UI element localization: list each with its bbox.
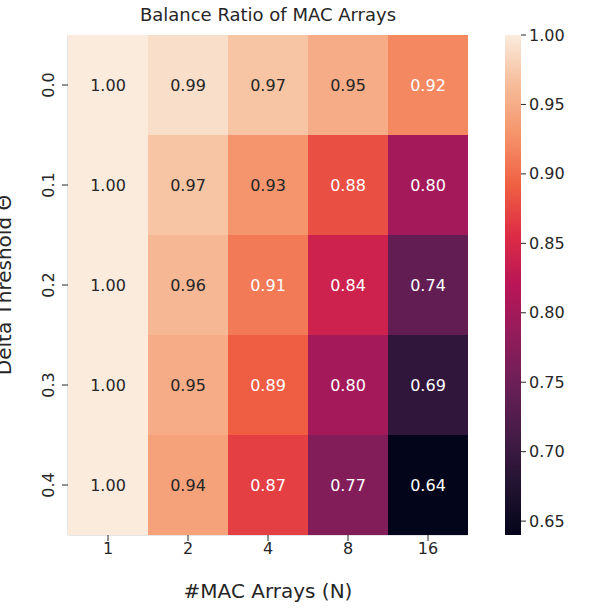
svg-text:1.00: 1.00 — [90, 176, 126, 195]
svg-text:0.74: 0.74 — [410, 276, 446, 295]
svg-text:#MAC Arrays (N): #MAC Arrays (N) — [184, 579, 353, 603]
svg-text:2: 2 — [183, 539, 193, 558]
svg-text:0.2: 0.2 — [39, 272, 58, 297]
svg-text:0.95: 0.95 — [529, 95, 565, 114]
svg-text:1: 1 — [103, 539, 113, 558]
svg-text:0.75: 0.75 — [529, 373, 565, 392]
svg-text:0.88: 0.88 — [330, 176, 366, 195]
svg-text:0.0: 0.0 — [39, 72, 58, 97]
svg-text:0.90: 0.90 — [529, 164, 565, 183]
svg-text:16: 16 — [418, 539, 438, 558]
svg-text:0.93: 0.93 — [250, 176, 286, 195]
svg-text:0.70: 0.70 — [529, 442, 565, 461]
svg-text:1.00: 1.00 — [90, 276, 126, 295]
svg-text:0.97: 0.97 — [250, 76, 286, 95]
svg-text:8: 8 — [343, 539, 353, 558]
svg-text:0.92: 0.92 — [410, 76, 446, 95]
svg-text:0.77: 0.77 — [330, 476, 366, 495]
svg-text:0.95: 0.95 — [170, 376, 206, 395]
svg-text:0.64: 0.64 — [410, 476, 446, 495]
svg-text:0.99: 0.99 — [170, 76, 206, 95]
svg-text:0.91: 0.91 — [250, 276, 286, 295]
svg-text:1.00: 1.00 — [90, 376, 126, 395]
svg-text:0.65: 0.65 — [529, 512, 565, 531]
svg-text:0.3: 0.3 — [39, 372, 58, 397]
svg-text:0.85: 0.85 — [529, 234, 565, 253]
html-text:Balance Ratio of MAC Arrays: Balance Ratio of MAC Arrays — [139, 4, 397, 25]
svg-text:1.00: 1.00 — [90, 476, 126, 495]
svg-text:1.00: 1.00 — [529, 26, 565, 45]
svg-text:0.97: 0.97 — [170, 176, 206, 195]
svg-text:0.1: 0.1 — [39, 172, 58, 197]
svg-text:Delta Threshold Θ: Delta Threshold Θ — [8, 195, 16, 375]
svg-text:4: 4 — [263, 539, 273, 558]
svg-text:1.00: 1.00 — [90, 76, 126, 95]
svg-text:0.4: 0.4 — [39, 472, 58, 497]
svg-text:0.84: 0.84 — [330, 276, 366, 295]
svg-text:0.80: 0.80 — [529, 303, 565, 322]
svg-text:0.95: 0.95 — [330, 76, 366, 95]
svg-text:0.87: 0.87 — [250, 476, 286, 495]
svg-text:0.69: 0.69 — [410, 376, 446, 395]
svg-text:0.80: 0.80 — [410, 176, 446, 195]
svg-text:0.96: 0.96 — [170, 276, 206, 295]
svg-text:0.89: 0.89 — [250, 376, 286, 395]
svg-text:0.80: 0.80 — [330, 376, 366, 395]
svg-text:0.94: 0.94 — [170, 476, 206, 495]
